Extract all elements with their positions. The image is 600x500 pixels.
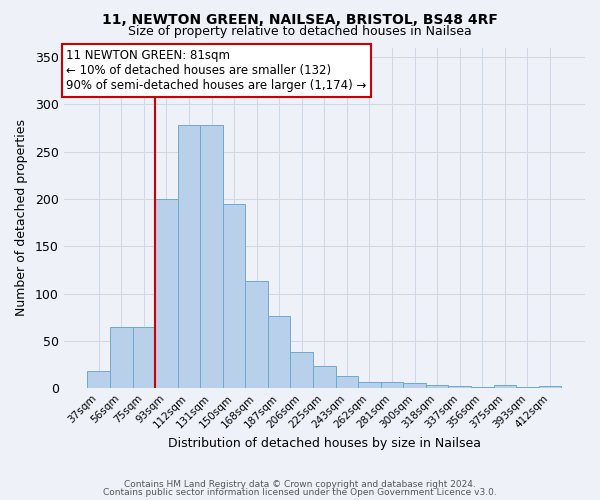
Bar bbox=[200, 125, 223, 388]
Bar bbox=[539, 386, 562, 388]
Text: 11, NEWTON GREEN, NAILSEA, BRISTOL, BS48 4RF: 11, NEWTON GREEN, NAILSEA, BRISTOL, BS48… bbox=[102, 12, 498, 26]
Bar bbox=[403, 382, 426, 388]
Y-axis label: Number of detached properties: Number of detached properties bbox=[15, 120, 28, 316]
Bar bbox=[245, 282, 268, 389]
Text: Contains HM Land Registry data © Crown copyright and database right 2024.: Contains HM Land Registry data © Crown c… bbox=[124, 480, 476, 489]
Bar bbox=[335, 376, 358, 388]
Bar bbox=[494, 384, 516, 388]
Bar bbox=[133, 327, 155, 388]
Bar bbox=[110, 327, 133, 388]
Bar bbox=[426, 384, 448, 388]
Text: 11 NEWTON GREEN: 81sqm
← 10% of detached houses are smaller (132)
90% of semi-de: 11 NEWTON GREEN: 81sqm ← 10% of detached… bbox=[66, 49, 367, 92]
Text: Size of property relative to detached houses in Nailsea: Size of property relative to detached ho… bbox=[128, 25, 472, 38]
Bar bbox=[358, 382, 381, 388]
Bar bbox=[155, 199, 178, 388]
Bar bbox=[381, 382, 403, 388]
X-axis label: Distribution of detached houses by size in Nailsea: Distribution of detached houses by size … bbox=[168, 437, 481, 450]
Bar bbox=[290, 352, 313, 388]
Title: 11, NEWTON GREEN, NAILSEA, BRISTOL, BS48 4RF
Size of property relative to detach: 11, NEWTON GREEN, NAILSEA, BRISTOL, BS48… bbox=[0, 499, 1, 500]
Bar bbox=[88, 372, 110, 388]
Bar bbox=[178, 125, 200, 388]
Bar bbox=[223, 204, 245, 388]
Bar bbox=[448, 386, 471, 388]
Text: Contains public sector information licensed under the Open Government Licence v3: Contains public sector information licen… bbox=[103, 488, 497, 497]
Bar bbox=[313, 366, 335, 388]
Bar bbox=[268, 316, 290, 388]
